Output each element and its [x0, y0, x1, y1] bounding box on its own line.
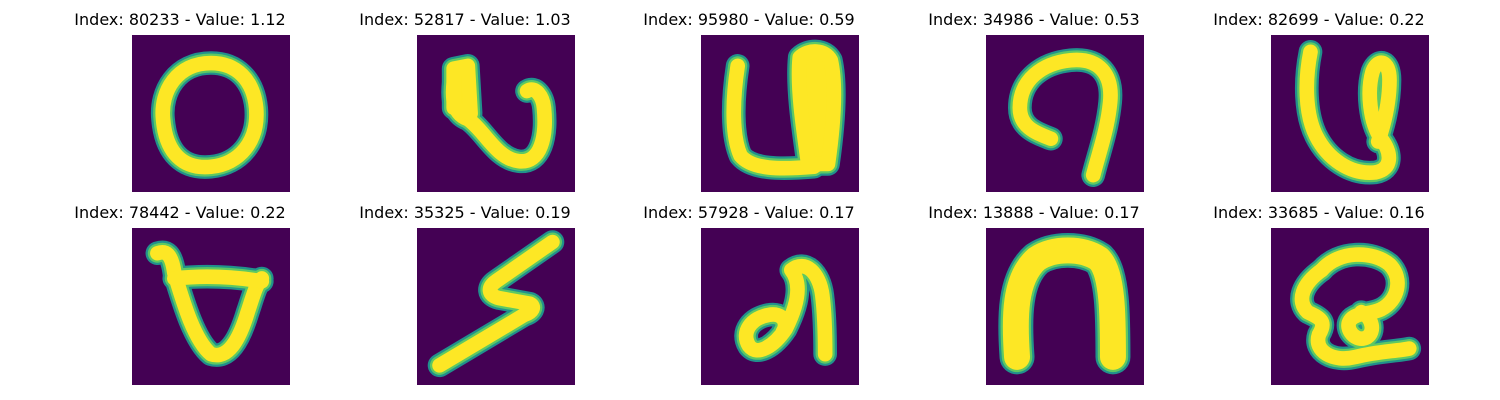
digit-image	[1271, 35, 1429, 192]
panel-title: Index: 33685 - Value: 0.16	[1213, 203, 1425, 222]
digit-image	[1271, 228, 1429, 385]
panel-5: Index: 82699 - Value: 0.22	[1169, 0, 1469, 192]
panel-title: Index: 34986 - Value: 0.53	[928, 10, 1140, 29]
panel-title: Index: 80233 - Value: 1.12	[74, 10, 286, 29]
digit-image	[701, 228, 859, 385]
panel-1: Index: 80233 - Value: 1.12	[30, 0, 330, 192]
digit-image	[701, 35, 859, 192]
panel-9: Index: 13888 - Value: 0.17	[884, 193, 1184, 385]
panel-title: Index: 13888 - Value: 0.17	[928, 203, 1140, 222]
panel-10: Index: 33685 - Value: 0.16	[1169, 193, 1469, 385]
panel-4: Index: 34986 - Value: 0.53	[884, 0, 1184, 192]
panel-title: Index: 57928 - Value: 0.17	[643, 203, 855, 222]
panel-title: Index: 82699 - Value: 0.22	[1213, 10, 1425, 29]
panel-8: Index: 57928 - Value: 0.17	[599, 193, 899, 385]
panel-title: Index: 52817 - Value: 1.03	[359, 10, 571, 29]
panel-title: Index: 78442 - Value: 0.22	[74, 203, 286, 222]
digit-image	[132, 228, 290, 385]
panel-2: Index: 52817 - Value: 1.03	[315, 0, 615, 192]
digit-image	[986, 228, 1144, 385]
panel-7: Index: 35325 - Value: 0.19	[315, 193, 615, 385]
digit-image	[986, 35, 1144, 192]
digit-image	[417, 35, 575, 192]
panel-title: Index: 95980 - Value: 0.59	[643, 10, 855, 29]
digit-image	[132, 35, 290, 192]
panel-6: Index: 78442 - Value: 0.22	[30, 193, 330, 385]
panel-3: Index: 95980 - Value: 0.59	[599, 0, 899, 192]
panel-title: Index: 35325 - Value: 0.19	[359, 203, 571, 222]
digit-image	[417, 228, 575, 385]
